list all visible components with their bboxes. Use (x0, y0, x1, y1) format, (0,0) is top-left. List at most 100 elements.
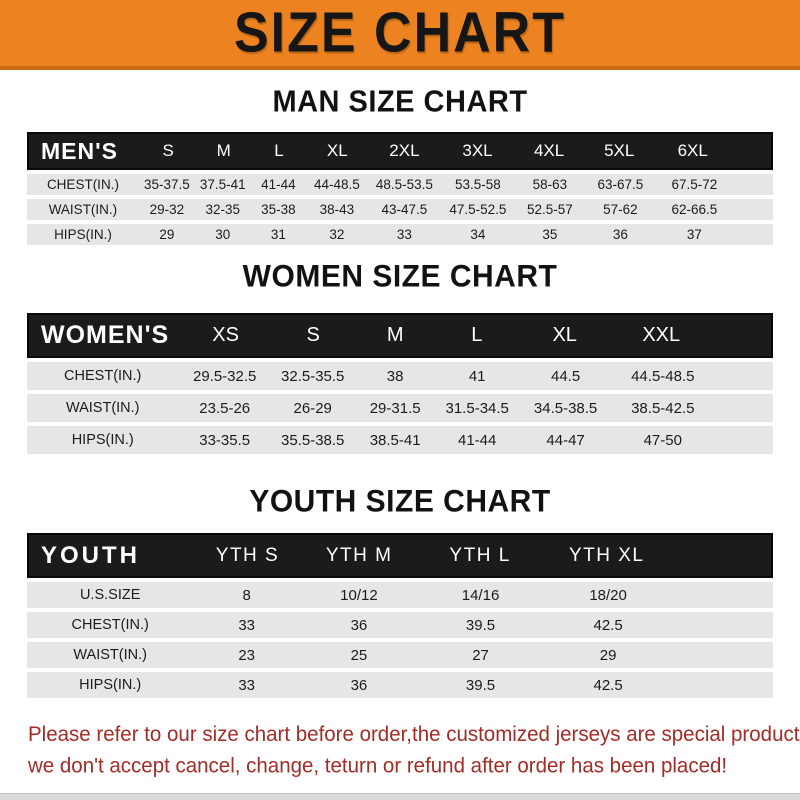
youth-size-value: 36 (350, 676, 368, 694)
youth-row-label-u-s-size: U.S.SIZE (79, 587, 141, 603)
youth-size-value: 39.5 (465, 616, 496, 634)
women-column-header-xl: XL (552, 324, 577, 346)
youth-row-label-waist-in: WAIST(IN.) (73, 647, 147, 663)
men-column-header-2xl: 2XL (389, 141, 420, 160)
women-size-value: 34.5-38.5 (533, 399, 598, 417)
men-size-value: 35-38 (261, 202, 296, 217)
men-size-value: 44-48.5 (314, 177, 360, 192)
youth-column-header-yth-s: YTH S (215, 544, 280, 566)
men-size-value: 32 (329, 227, 345, 242)
men-size-value: 29-32 (149, 202, 185, 217)
men-column-header-4xl: 4XL (533, 141, 565, 160)
men-row-label-waist-in: WAIST(IN.) (48, 202, 118, 217)
youth-column-header-yth-xl: YTH XL (568, 544, 645, 566)
women-size-section: WOMEN SIZE CHART WOMEN'S XS S M L XL XXL CHEST(… (0, 245, 800, 454)
men-table-header-row: MEN'S S M L XL 2XL 3XL 4XL 5XL 6XL (27, 132, 773, 170)
women-table-label: WOMEN'S (41, 321, 170, 349)
women-size-table: WOMEN'S XS S M L XL XXL CHEST(IN.) 29.5-32.5 32.5… (27, 313, 773, 454)
women-size-value: 38.5-42.5 (631, 399, 695, 417)
women-size-value: 38 (386, 367, 404, 385)
women-row-label-chest-in: CHEST(IN.) (64, 368, 142, 384)
women-column-header-s: S (306, 324, 320, 346)
youth-row-hips-in: HIPS(IN.) 33 36 39.5 42.5 (27, 672, 773, 698)
youth-size-value: 33 (238, 676, 256, 694)
youth-size-section: YOUTH SIZE CHART YOUTH YTH S YTH M YTH L YTH… (0, 454, 800, 698)
youth-size-value: 39.5 (465, 676, 496, 694)
men-size-value: 33 (396, 227, 412, 242)
youth-size-value: 29 (599, 646, 617, 664)
youth-row-waist-in: WAIST(IN.) 23 25 27 29 (27, 642, 773, 668)
women-size-value: 41 (468, 367, 486, 385)
men-size-value: 62-66.5 (671, 202, 718, 217)
men-column-header-xl: XL (326, 141, 348, 160)
men-size-value: 35-37.5 (143, 177, 190, 192)
youth-size-value: 23 (238, 646, 256, 664)
men-size-value: 29 (159, 227, 175, 242)
women-size-value: 44.5 (550, 367, 581, 385)
women-row-label-hips-in: HIPS(IN.) (71, 432, 134, 448)
men-size-value: 32-35 (205, 202, 241, 217)
men-section-title: MAN SIZE CHART (272, 85, 528, 119)
women-size-value: 44.5-48.5 (631, 367, 695, 385)
youth-table-header-row: YOUTH YTH S YTH M YTH L YTH XL (27, 533, 773, 578)
men-size-value: 63-67.5 (597, 177, 644, 192)
note-line-1: Please refer to our size chart before or… (28, 722, 800, 747)
women-size-value: 23.5-26 (199, 399, 251, 417)
men-size-value: 43-47.5 (381, 202, 428, 217)
youth-size-value: 42.5 (593, 676, 623, 694)
men-column-header-6xl: 6XL (677, 141, 708, 160)
men-size-value: 58-63 (532, 177, 568, 192)
men-size-value: 37.5-41 (199, 177, 246, 192)
youth-size-value: 36 (350, 616, 368, 634)
order-notes: Please refer to our size chart before or… (28, 719, 800, 782)
youth-size-value: 8 (242, 586, 251, 604)
men-size-section: MAN SIZE CHART MEN'S S M L XL 2XL 3XL 4XL 5XL 6XL… (0, 70, 800, 245)
youth-table-label: YOUTH (41, 541, 140, 569)
women-row-hips-in: HIPS(IN.) 33-35.5 35.5-38.5 38.5-41 41-44 44-… (27, 426, 773, 454)
men-column-header-3xl: 3XL (462, 141, 493, 160)
women-size-value: 41-44 (458, 431, 497, 449)
women-size-value: 38.5-41 (369, 431, 421, 449)
youth-row-u-s-size: U.S.SIZE 8 10/12 14/16 18/20 (27, 582, 773, 608)
youth-size-value: 18/20 (589, 586, 627, 604)
men-column-header-5xl: 5XL (604, 141, 635, 160)
women-column-header-m: M (386, 324, 404, 346)
men-size-value: 53.5-58 (454, 177, 501, 192)
men-size-value: 67.5-72 (671, 177, 718, 192)
men-size-table: MEN'S S M L XL 2XL 3XL 4XL 5XL 6XL CHEST(IN.) 35-37… (27, 132, 773, 245)
men-size-value: 38-43 (319, 202, 355, 217)
men-row-waist-in: WAIST(IN.) 29-32 32-35 35-38 38-43 43-47.5 47.… (27, 199, 773, 220)
youth-size-value: 10/12 (340, 586, 378, 604)
women-row-label-waist-in: WAIST(IN.) (65, 400, 140, 416)
youth-column-header-yth-m: YTH M (325, 544, 393, 566)
women-size-value: 29.5-32.5 (192, 367, 257, 385)
men-size-value: 30 (215, 227, 231, 242)
men-column-header-l: L (274, 141, 284, 160)
women-row-waist-in: WAIST(IN.) 23.5-26 26-29 29-31.5 31.5-34.5 34… (27, 394, 773, 422)
men-size-value: 47.5-52.5 (449, 202, 507, 217)
men-column-header-s: S (162, 141, 174, 160)
women-row-chest-in: CHEST(IN.) 29.5-32.5 32.5-35.5 38 41 44.5 44.5… (27, 362, 773, 390)
bottom-divider (0, 793, 800, 800)
women-size-value: 29-31.5 (369, 399, 421, 417)
youth-size-value: 33 (238, 616, 256, 634)
women-section-title: WOMEN SIZE CHART (242, 259, 558, 294)
women-size-value: 31.5-34.5 (445, 399, 509, 417)
youth-size-value: 42.5 (593, 616, 623, 634)
men-table-label: MEN'S (41, 137, 118, 164)
women-column-header-xs: XS (212, 324, 239, 346)
youth-size-value: 27 (472, 646, 489, 664)
women-column-header-l: L (471, 324, 483, 346)
page-title: SIZE CHART (234, 1, 566, 65)
women-size-value: 47-50 (643, 431, 682, 449)
youth-size-table: YOUTH YTH S YTH M YTH L YTH XL U.S.SIZE 8 10/12… (27, 533, 773, 698)
youth-size-value: 25 (350, 646, 368, 664)
men-row-label-chest-in: CHEST(IN.) (46, 177, 119, 192)
women-size-value: 32.5-35.5 (281, 367, 345, 385)
men-size-value: 57-62 (603, 202, 638, 217)
men-size-value: 41-44 (261, 177, 296, 192)
men-size-value: 48.5-53.5 (375, 177, 433, 192)
men-row-chest-in: CHEST(IN.) 35-37.5 37.5-41 41-44 44-48.5 48.5… (27, 174, 773, 195)
youth-size-value: 14/16 (461, 586, 500, 604)
